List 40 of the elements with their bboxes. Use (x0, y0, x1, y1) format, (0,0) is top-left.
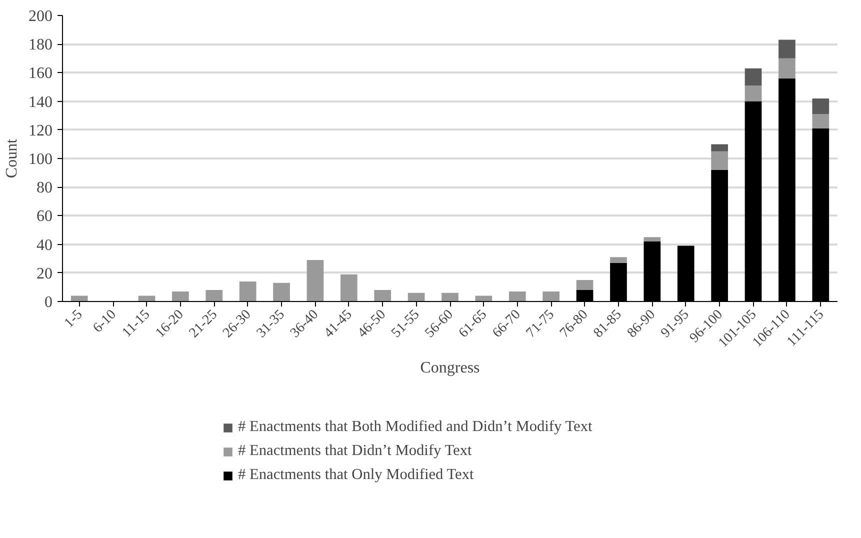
legend-label: # Enactments that Didn’t Modify Text (238, 442, 472, 460)
y-tick-label: 200 (28, 8, 52, 25)
x-tick-label: 6-10 (90, 307, 120, 336)
y-tick-label: 140 (28, 94, 52, 111)
bar (778, 58, 796, 78)
bar (576, 280, 594, 290)
bar (206, 290, 223, 302)
y-tick-label: 60 (36, 208, 52, 226)
bar (744, 86, 762, 102)
bar (239, 281, 256, 302)
legend-label: # Enactments that Both Modified and Didn’t Modify Text (238, 418, 592, 436)
bar (408, 292, 425, 302)
bar (374, 290, 392, 302)
x-tick-label: 1-5 (62, 307, 86, 332)
y-tick-label: 160 (28, 65, 52, 82)
y-tick-label: 80 (36, 180, 52, 197)
bar (340, 274, 358, 302)
x-axis-title: Congress (420, 360, 480, 377)
bar (508, 291, 526, 302)
bar (812, 114, 830, 128)
bar (778, 40, 796, 58)
y-tick-label: 0 (44, 294, 52, 311)
bar (442, 292, 458, 302)
y-tick-label: 180 (28, 36, 52, 54)
bar (711, 151, 728, 170)
legend-label: # Enactments that Only Modified Text (238, 466, 474, 484)
y-tick-label: 100 (28, 151, 52, 168)
bar (610, 257, 627, 263)
bar (644, 237, 661, 242)
y-tick-label: 20 (36, 265, 52, 282)
y-axis-title: Count (4, 138, 20, 178)
bar (273, 282, 290, 302)
bar (812, 98, 830, 114)
bar (744, 68, 762, 86)
bar (542, 291, 560, 302)
bar (172, 291, 189, 302)
y-tick-label: 120 (28, 122, 52, 140)
y-tick-label: 40 (36, 236, 52, 254)
bar (711, 144, 728, 152)
bar (306, 260, 324, 302)
